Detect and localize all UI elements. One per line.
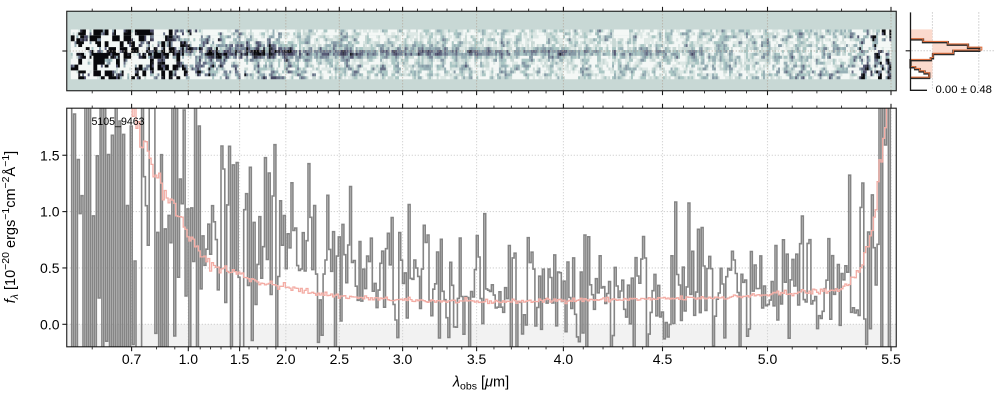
svg-text:4.0: 4.0 — [554, 351, 574, 367]
svg-text:fλ [10−20 ergs−1cm−2Å−1]: fλ [10−20 ergs−1cm−2Å−1] — [0, 151, 21, 303]
svg-text:5.5: 5.5 — [881, 351, 901, 367]
svg-text:3.0: 3.0 — [393, 351, 413, 367]
svg-text:3.5: 3.5 — [467, 351, 487, 367]
svg-text:0.7: 0.7 — [122, 351, 142, 367]
svg-text:4.5: 4.5 — [653, 351, 673, 367]
svg-text:5.0: 5.0 — [758, 351, 778, 367]
svg-text:0.5: 0.5 — [40, 260, 60, 276]
svg-text:0.00 ± 0.48: 0.00 ± 0.48 — [936, 84, 992, 96]
svg-text:1.5: 1.5 — [40, 147, 60, 163]
svg-text:2.0: 2.0 — [276, 351, 296, 367]
svg-text:1.5: 1.5 — [230, 351, 250, 367]
svg-text:1.0: 1.0 — [179, 351, 199, 367]
svg-text:5105_9463: 5105_9463 — [92, 116, 145, 128]
svg-text:λobs [μm]: λobs [μm] — [452, 375, 509, 393]
svg-text:2.5: 2.5 — [330, 351, 350, 367]
svg-text:0.0: 0.0 — [40, 316, 60, 332]
svg-text:1.0: 1.0 — [40, 204, 60, 220]
